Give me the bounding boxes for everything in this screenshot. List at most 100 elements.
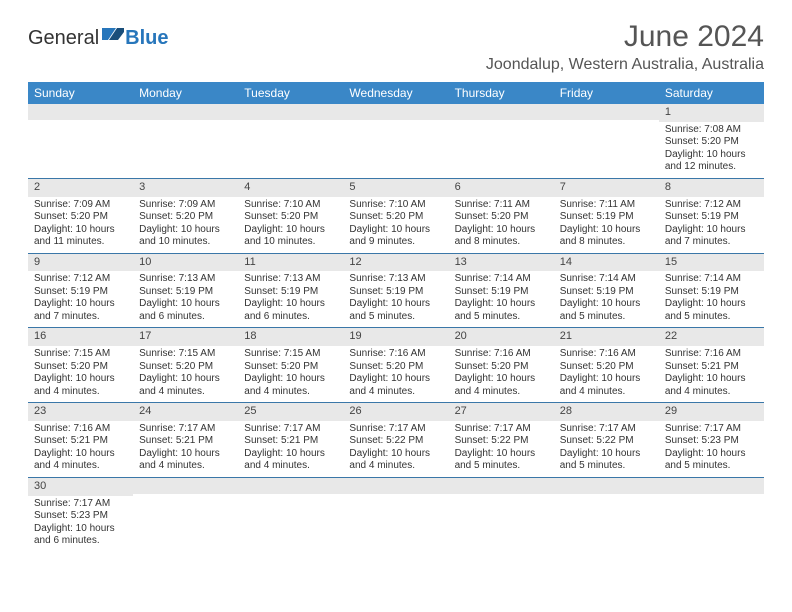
sunset-text: Sunset: 5:22 PM	[560, 435, 653, 448]
sunrise-text: Sunrise: 7:08 AM	[665, 124, 758, 137]
day-number: 10	[133, 254, 238, 272]
calendar-day-cell	[133, 104, 238, 178]
sunrise-text: Sunrise: 7:13 AM	[244, 273, 337, 286]
day-number: 25	[238, 403, 343, 421]
calendar-day-cell: 11Sunrise: 7:13 AMSunset: 5:19 PMDayligh…	[238, 253, 343, 328]
sunrise-text: Sunrise: 7:14 AM	[455, 273, 548, 286]
day-number: 29	[659, 403, 764, 421]
day-number: 19	[343, 328, 448, 346]
calendar-day-cell: 18Sunrise: 7:15 AMSunset: 5:20 PMDayligh…	[238, 328, 343, 403]
sunset-text: Sunset: 5:20 PM	[455, 211, 548, 224]
calendar-day-cell: 23Sunrise: 7:16 AMSunset: 5:21 PMDayligh…	[28, 403, 133, 478]
flag-icon	[102, 26, 124, 50]
day-data: Sunrise: 7:16 AMSunset: 5:20 PMDaylight:…	[343, 346, 448, 402]
day-data: Sunrise: 7:15 AMSunset: 5:20 PMDaylight:…	[238, 346, 343, 402]
daylight-text: Daylight: 10 hours and 5 minutes.	[560, 298, 653, 323]
calendar-day-cell: 5Sunrise: 7:10 AMSunset: 5:20 PMDaylight…	[343, 178, 448, 253]
day-data: Sunrise: 7:17 AMSunset: 5:22 PMDaylight:…	[554, 421, 659, 477]
calendar-day-cell: 25Sunrise: 7:17 AMSunset: 5:21 PMDayligh…	[238, 403, 343, 478]
day-data: Sunrise: 7:17 AMSunset: 5:21 PMDaylight:…	[238, 421, 343, 477]
sunrise-text: Sunrise: 7:17 AM	[34, 498, 127, 511]
day-number: 17	[133, 328, 238, 346]
day-data: Sunrise: 7:17 AMSunset: 5:23 PMDaylight:…	[659, 421, 764, 477]
calendar-day-cell	[238, 477, 343, 551]
day-number: 6	[449, 179, 554, 197]
day-data: Sunrise: 7:10 AMSunset: 5:20 PMDaylight:…	[238, 197, 343, 253]
calendar-week-row: 23Sunrise: 7:16 AMSunset: 5:21 PMDayligh…	[28, 403, 764, 478]
daylight-text: Daylight: 10 hours and 4 minutes.	[34, 448, 127, 473]
day-number: 5	[343, 179, 448, 197]
calendar-week-row: 30Sunrise: 7:17 AMSunset: 5:23 PMDayligh…	[28, 477, 764, 551]
sunrise-text: Sunrise: 7:16 AM	[560, 348, 653, 361]
sunrise-text: Sunrise: 7:17 AM	[139, 423, 232, 436]
day-data: Sunrise: 7:17 AMSunset: 5:21 PMDaylight:…	[133, 421, 238, 477]
calendar-day-cell: 28Sunrise: 7:17 AMSunset: 5:22 PMDayligh…	[554, 403, 659, 478]
sunrise-text: Sunrise: 7:17 AM	[455, 423, 548, 436]
day-number	[449, 104, 554, 120]
daylight-text: Daylight: 10 hours and 4 minutes.	[244, 373, 337, 398]
day-number	[238, 478, 343, 494]
day-number: 1	[659, 104, 764, 122]
calendar-day-cell: 22Sunrise: 7:16 AMSunset: 5:21 PMDayligh…	[659, 328, 764, 403]
weekday-header: Tuesday	[238, 82, 343, 104]
day-data: Sunrise: 7:13 AMSunset: 5:19 PMDaylight:…	[343, 271, 448, 327]
day-data: Sunrise: 7:11 AMSunset: 5:20 PMDaylight:…	[449, 197, 554, 253]
calendar-day-cell: 20Sunrise: 7:16 AMSunset: 5:20 PMDayligh…	[449, 328, 554, 403]
calendar-day-cell	[133, 477, 238, 551]
sunrise-text: Sunrise: 7:15 AM	[139, 348, 232, 361]
calendar-day-cell: 27Sunrise: 7:17 AMSunset: 5:22 PMDayligh…	[449, 403, 554, 478]
day-data: Sunrise: 7:13 AMSunset: 5:19 PMDaylight:…	[238, 271, 343, 327]
day-data: Sunrise: 7:13 AMSunset: 5:19 PMDaylight:…	[133, 271, 238, 327]
calendar-day-cell: 12Sunrise: 7:13 AMSunset: 5:19 PMDayligh…	[343, 253, 448, 328]
sunset-text: Sunset: 5:23 PM	[665, 435, 758, 448]
day-data: Sunrise: 7:16 AMSunset: 5:20 PMDaylight:…	[554, 346, 659, 402]
day-number: 20	[449, 328, 554, 346]
day-number: 30	[28, 478, 133, 496]
sunrise-text: Sunrise: 7:17 AM	[349, 423, 442, 436]
daylight-text: Daylight: 10 hours and 11 minutes.	[34, 224, 127, 249]
calendar-week-row: 2Sunrise: 7:09 AMSunset: 5:20 PMDaylight…	[28, 178, 764, 253]
day-number: 13	[449, 254, 554, 272]
sunset-text: Sunset: 5:19 PM	[349, 286, 442, 299]
sunrise-text: Sunrise: 7:12 AM	[34, 273, 127, 286]
sunset-text: Sunset: 5:20 PM	[139, 361, 232, 374]
calendar-day-cell	[238, 104, 343, 178]
day-number	[238, 104, 343, 120]
logo-text-general: General	[28, 27, 99, 50]
sunrise-text: Sunrise: 7:10 AM	[349, 199, 442, 212]
calendar-day-cell	[28, 104, 133, 178]
weekday-header: Friday	[554, 82, 659, 104]
day-data: Sunrise: 7:17 AMSunset: 5:22 PMDaylight:…	[449, 421, 554, 477]
weekday-header: Saturday	[659, 82, 764, 104]
day-data: Sunrise: 7:16 AMSunset: 5:21 PMDaylight:…	[659, 346, 764, 402]
day-data: Sunrise: 7:15 AMSunset: 5:20 PMDaylight:…	[133, 346, 238, 402]
sunset-text: Sunset: 5:20 PM	[560, 361, 653, 374]
daylight-text: Daylight: 10 hours and 4 minutes.	[244, 448, 337, 473]
calendar-day-cell: 7Sunrise: 7:11 AMSunset: 5:19 PMDaylight…	[554, 178, 659, 253]
sunset-text: Sunset: 5:19 PM	[455, 286, 548, 299]
day-number: 21	[554, 328, 659, 346]
day-data: Sunrise: 7:17 AMSunset: 5:22 PMDaylight:…	[343, 421, 448, 477]
calendar-day-cell: 4Sunrise: 7:10 AMSunset: 5:20 PMDaylight…	[238, 178, 343, 253]
weekday-header: Monday	[133, 82, 238, 104]
sunset-text: Sunset: 5:19 PM	[244, 286, 337, 299]
day-number: 12	[343, 254, 448, 272]
day-data: Sunrise: 7:11 AMSunset: 5:19 PMDaylight:…	[554, 197, 659, 253]
sunrise-text: Sunrise: 7:14 AM	[560, 273, 653, 286]
sunrise-text: Sunrise: 7:10 AM	[244, 199, 337, 212]
daylight-text: Daylight: 10 hours and 5 minutes.	[665, 448, 758, 473]
day-data: Sunrise: 7:08 AMSunset: 5:20 PMDaylight:…	[659, 122, 764, 178]
sunset-text: Sunset: 5:20 PM	[349, 361, 442, 374]
day-data: Sunrise: 7:10 AMSunset: 5:20 PMDaylight:…	[343, 197, 448, 253]
sunrise-text: Sunrise: 7:17 AM	[665, 423, 758, 436]
sunset-text: Sunset: 5:20 PM	[34, 361, 127, 374]
sunset-text: Sunset: 5:19 PM	[560, 286, 653, 299]
calendar-day-cell: 21Sunrise: 7:16 AMSunset: 5:20 PMDayligh…	[554, 328, 659, 403]
calendar-day-cell	[659, 477, 764, 551]
sunrise-text: Sunrise: 7:16 AM	[455, 348, 548, 361]
calendar-week-row: 9Sunrise: 7:12 AMSunset: 5:19 PMDaylight…	[28, 253, 764, 328]
day-number	[343, 478, 448, 494]
header: General Blue June 2024 Joondalup, Wester…	[28, 20, 764, 74]
sunset-text: Sunset: 5:22 PM	[455, 435, 548, 448]
daylight-text: Daylight: 10 hours and 4 minutes.	[139, 373, 232, 398]
